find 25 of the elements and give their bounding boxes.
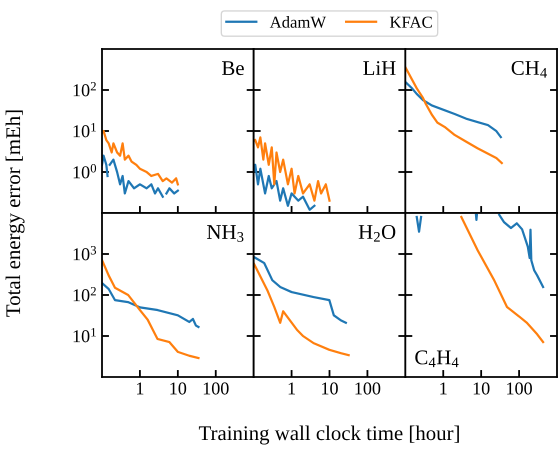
y-tick-label: 10$^{1}$ [74, 123, 96, 138]
x-tick-label: 1 [440, 382, 447, 394]
y-tick-label: 10$^{2}$ [74, 287, 96, 302]
x-tick-label: 10 [170, 382, 186, 395]
x-tick-label: 10 [474, 382, 490, 395]
text: C$_{4}$H$_{4}$ [415, 350, 459, 368]
chart-title: NH$_{3}$ [207, 225, 244, 242]
x-tick-label: 1 [288, 382, 296, 394]
x-tick-label: 100 [507, 382, 532, 395]
chart-title: LiH [363, 61, 396, 75]
x-axis-title: Training wall clock time [hour] [198, 426, 459, 445]
y-tick-label: 10$^{2}$ [74, 82, 96, 96]
chart-title: CH$_{4}$ [512, 60, 547, 78]
x-tick-label: 10 [322, 382, 338, 395]
x-tick-label: 100 [355, 382, 380, 395]
y-tick-label: 10$^{1}$ [74, 328, 96, 342]
legend-label: KFAC [390, 16, 432, 28]
legend-label: AdamW [270, 16, 326, 28]
y-tick-label: 10$^{0}$ [74, 164, 96, 178]
chart-title: Be [222, 61, 244, 76]
x-tick-label: 1 [136, 382, 144, 394]
y-tick-label: 10$^{3}$ [74, 246, 96, 260]
y-axis-title: Total energy error [mEh] [6, 110, 25, 317]
chart-title: H$_{2}$O [358, 224, 396, 242]
x-tick-label: 100 [204, 382, 229, 395]
